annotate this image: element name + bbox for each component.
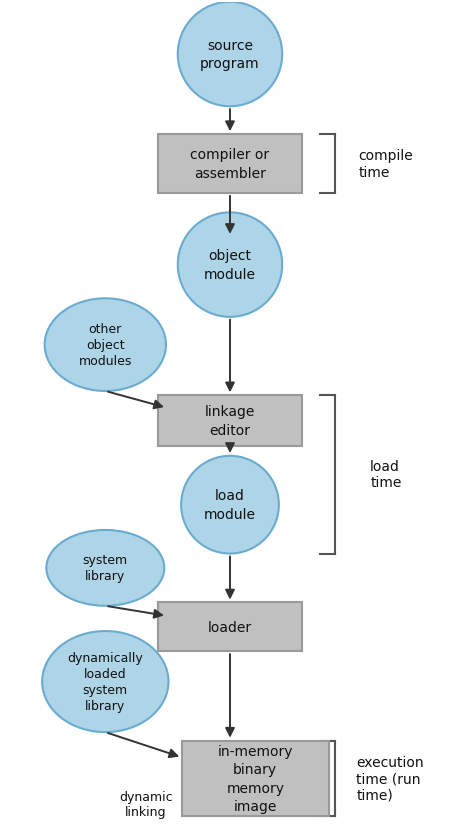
Text: dynamically
loaded
system
library: dynamically loaded system library xyxy=(67,651,143,712)
Text: other
object
modules: other object modules xyxy=(78,323,132,368)
Text: compiler or
assembler: compiler or assembler xyxy=(190,148,269,181)
FancyBboxPatch shape xyxy=(158,603,301,651)
Circle shape xyxy=(181,456,278,554)
Text: compile
time: compile time xyxy=(358,150,412,180)
Text: source
program: source program xyxy=(200,38,259,71)
Text: load
time: load time xyxy=(369,460,401,490)
Text: in-memory
binary
memory
image: in-memory binary memory image xyxy=(217,744,292,813)
Text: loader: loader xyxy=(207,620,252,634)
FancyBboxPatch shape xyxy=(158,395,301,446)
FancyBboxPatch shape xyxy=(158,135,301,194)
Ellipse shape xyxy=(46,530,164,606)
Ellipse shape xyxy=(42,631,168,732)
FancyBboxPatch shape xyxy=(181,741,328,817)
Circle shape xyxy=(177,213,282,318)
Text: load
module: load module xyxy=(203,489,256,522)
Text: execution
time (run
time): execution time (run time) xyxy=(355,756,423,802)
Text: dynamic
linking: dynamic linking xyxy=(119,790,172,818)
Ellipse shape xyxy=(45,299,166,391)
Text: linkage
editor: linkage editor xyxy=(204,405,255,437)
Text: system
library: system library xyxy=(83,553,128,583)
Circle shape xyxy=(177,3,282,107)
Text: object
module: object module xyxy=(203,249,256,282)
